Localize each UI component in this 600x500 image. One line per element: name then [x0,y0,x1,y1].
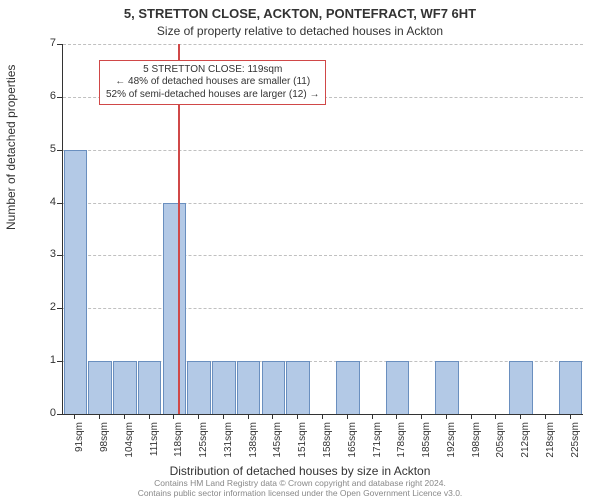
chart-container: { "titles": { "line1": "5, STRETTON CLOS… [0,0,600,500]
footer-line-1: Contains HM Land Registry data © Crown c… [0,478,600,488]
gridline [63,150,583,151]
x-tick-label: 91sqm [74,422,85,467]
gridline [63,255,583,256]
x-tick-label: 178sqm [396,422,407,467]
bar [187,361,211,414]
y-tick-label: 5 [36,143,56,155]
bar [336,361,360,414]
annotation-line-2: ← 48% of detached houses are smaller (11… [106,76,319,89]
x-tick-mark [248,414,249,419]
bar [113,361,137,414]
x-tick-label: 198sqm [471,422,482,467]
bar [212,361,236,414]
x-tick-label: 165sqm [347,422,358,467]
x-axis-label: Distribution of detached houses by size … [0,464,600,478]
x-tick-mark [272,414,273,419]
y-tick-label: 4 [36,196,56,208]
y-tick-label: 0 [36,407,56,419]
bar [286,361,310,414]
x-tick-mark [322,414,323,419]
x-tick-mark [520,414,521,419]
y-tick-mark [57,361,62,362]
bar [237,361,261,414]
y-tick-mark [57,255,62,256]
y-tick-mark [57,97,62,98]
x-tick-mark [372,414,373,419]
x-tick-mark [198,414,199,419]
chart-title-line2: Size of property relative to detached ho… [0,24,600,38]
bar [386,361,410,414]
x-tick-label: 98sqm [99,422,110,467]
x-tick-label: 145sqm [272,422,283,467]
annotation-line-1: 5 STRETTON CLOSE: 119sqm [106,64,319,77]
x-tick-label: 151sqm [297,422,308,467]
x-tick-label: 218sqm [545,422,556,467]
chart-title-line1: 5, STRETTON CLOSE, ACKTON, PONTEFRACT, W… [0,6,600,21]
x-tick-label: 205sqm [495,422,506,467]
x-tick-mark [545,414,546,419]
annotation-box: 5 STRETTON CLOSE: 119sqm ← 48% of detach… [99,60,326,106]
y-tick-mark [57,414,62,415]
bar [509,361,533,414]
x-tick-label: 212sqm [520,422,531,467]
x-tick-mark [446,414,447,419]
x-tick-label: 125sqm [198,422,209,467]
annotation-line-3: 52% of semi-detached houses are larger (… [106,89,319,102]
y-tick-mark [57,203,62,204]
y-tick-mark [57,150,62,151]
x-tick-mark [421,414,422,419]
y-tick-mark [57,308,62,309]
bar [435,361,459,414]
x-tick-mark [173,414,174,419]
y-tick-label: 2 [36,301,56,313]
x-tick-label: 111sqm [149,422,160,467]
x-tick-mark [74,414,75,419]
x-tick-mark [149,414,150,419]
footer-attribution: Contains HM Land Registry data © Crown c… [0,478,600,498]
x-tick-label: 158sqm [322,422,333,467]
gridline [63,308,583,309]
bar [163,203,187,414]
bar [138,361,162,414]
y-tick-label: 1 [36,354,56,366]
y-tick-label: 7 [36,37,56,49]
x-tick-mark [495,414,496,419]
x-tick-mark [471,414,472,419]
x-tick-label: 104sqm [124,422,135,467]
x-tick-label: 118sqm [173,422,184,467]
x-tick-mark [99,414,100,419]
x-tick-mark [347,414,348,419]
footer-line-2: Contains public sector information licen… [0,488,600,498]
gridline [63,44,583,45]
y-axis-label: Number of detached properties [4,65,18,230]
x-tick-mark [570,414,571,419]
bar [64,150,88,414]
y-tick-mark [57,44,62,45]
bar [559,361,583,414]
x-tick-mark [396,414,397,419]
bar [88,361,112,414]
x-tick-label: 225sqm [570,422,581,467]
x-tick-mark [297,414,298,419]
y-tick-label: 3 [36,248,56,260]
x-tick-label: 192sqm [446,422,457,467]
x-tick-mark [223,414,224,419]
x-tick-label: 171sqm [372,422,383,467]
x-tick-mark [124,414,125,419]
bar [262,361,286,414]
x-tick-label: 138sqm [248,422,259,467]
gridline [63,203,583,204]
x-tick-label: 131sqm [223,422,234,467]
y-tick-label: 6 [36,90,56,102]
x-tick-label: 185sqm [421,422,432,467]
plot-area: 5 STRETTON CLOSE: 119sqm ← 48% of detach… [62,44,583,415]
